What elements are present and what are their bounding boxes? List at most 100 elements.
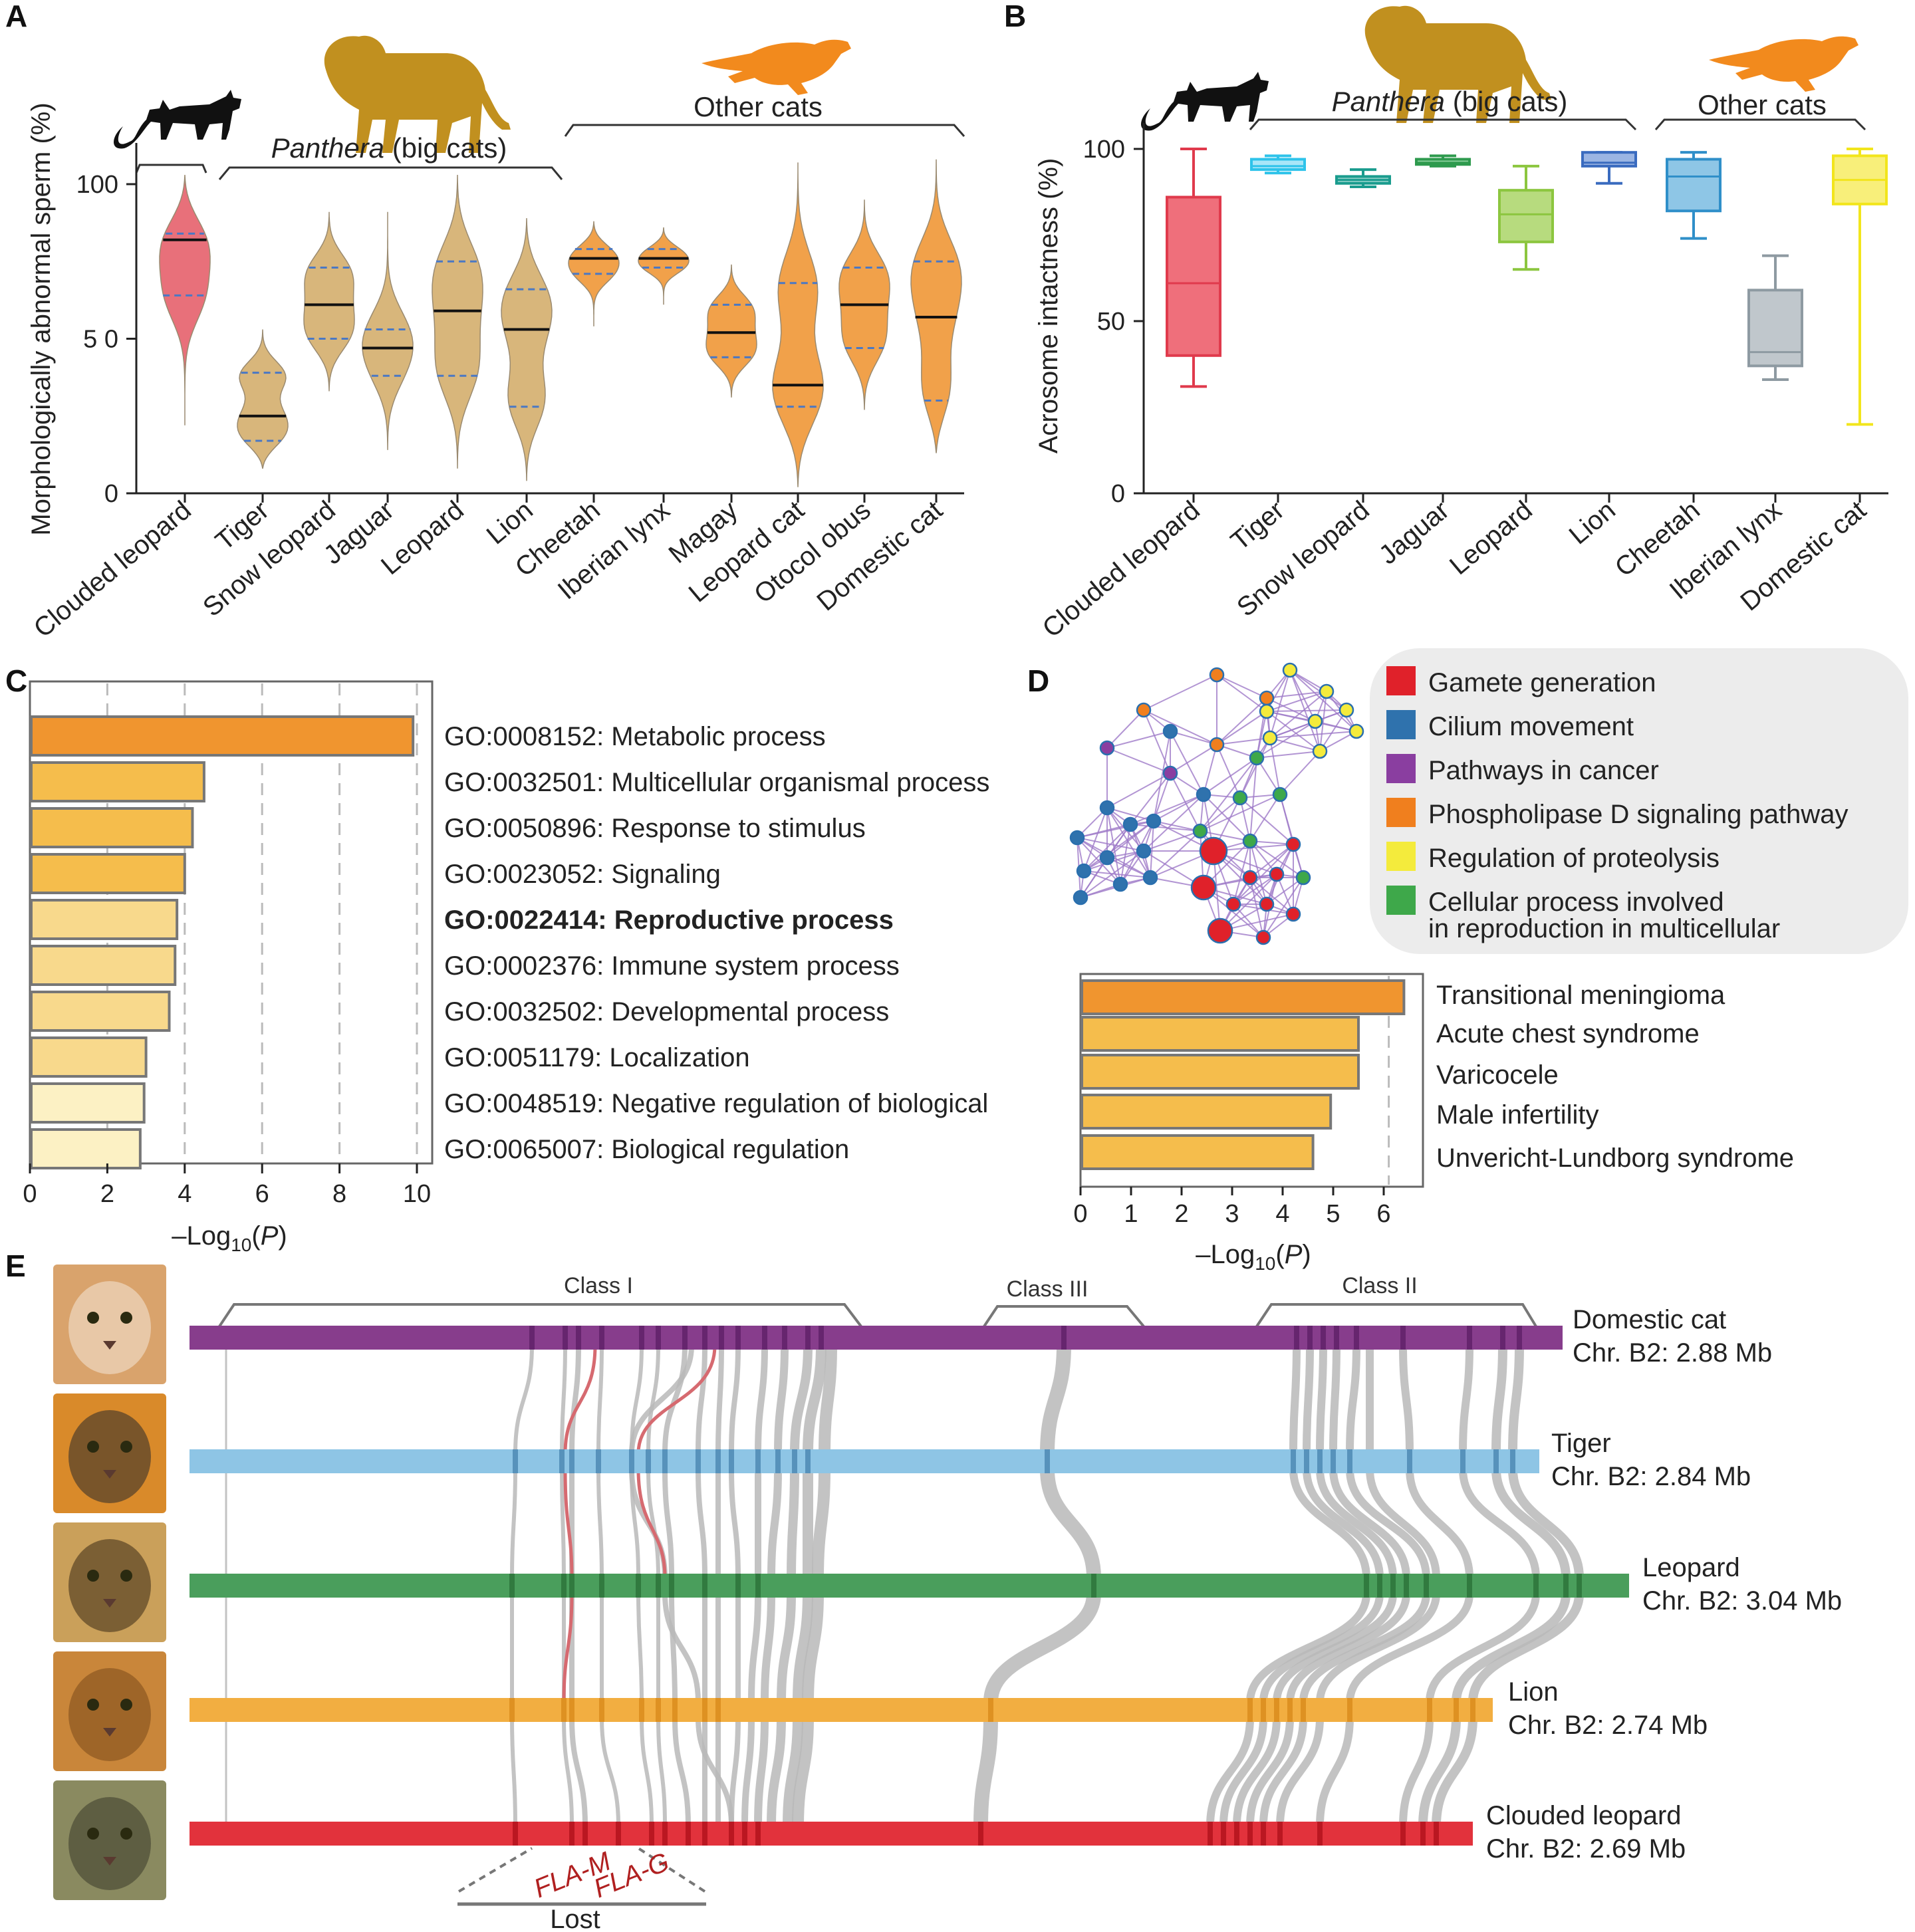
- network-node: [1073, 890, 1088, 906]
- gene-tick: [649, 1822, 654, 1846]
- gene-tick: [1390, 1574, 1396, 1598]
- x-tick-label-d: 3: [1225, 1200, 1239, 1228]
- network-node: [1099, 850, 1115, 866]
- violin-chart-a: Panthera (big cats) Other cats Morpholog…: [27, 35, 965, 644]
- network-edge: [1143, 674, 1217, 711]
- category-label-a: Lion: [481, 495, 539, 550]
- network-edge: [1319, 709, 1347, 752]
- network-and-bar-d: Gamete generation Cilium movement Pathways…: [1069, 648, 1908, 1274]
- network-edge: [1266, 691, 1327, 699]
- x-tick-label-d: 2: [1174, 1200, 1188, 1228]
- chromosome-size-label-1: Chr. B2: 2.84 Mb: [1551, 1462, 1751, 1491]
- species-label-2: Leopard: [1642, 1553, 1740, 1582]
- x-tick-label-d: 1: [1124, 1200, 1138, 1228]
- term-label-d: Acute chest syndrome: [1436, 1019, 1700, 1048]
- network-node: [1285, 836, 1301, 852]
- synteny-ribbon: [1276, 1346, 1440, 1826]
- violin-5: [501, 218, 553, 481]
- group-label-other-b: Other cats: [1698, 89, 1827, 120]
- gene-tick: [1331, 1449, 1336, 1473]
- gene-tick: [569, 1822, 574, 1846]
- chromosome-size-label-0: Chr. B2: 2.88 Mb: [1573, 1338, 1772, 1368]
- black-cat-silhouette-icon: [1141, 72, 1269, 131]
- bar-c-5: [30, 945, 177, 986]
- network-edge: [1203, 757, 1257, 795]
- gene-tick: [755, 1449, 761, 1473]
- label-class-ii: Class II: [1342, 1273, 1417, 1298]
- gene-tick: [1294, 1326, 1299, 1350]
- network-edge: [1249, 840, 1304, 878]
- category-label-b: Lion: [1564, 495, 1621, 550]
- gene-tick: [1301, 1698, 1306, 1722]
- gene-tick: [656, 1698, 661, 1722]
- network-edge: [1319, 691, 1327, 752]
- gene-tick: [639, 1326, 644, 1350]
- gene-tick: [509, 1698, 515, 1722]
- photo-eye-right: [120, 1570, 132, 1582]
- network-edge: [1106, 709, 1144, 749]
- gene-tick: [792, 1449, 797, 1473]
- chromosome-bar-1: [190, 1449, 1539, 1473]
- gene-tick: [559, 1449, 565, 1473]
- legend-swatch-0: [1386, 666, 1416, 695]
- network-edge: [1153, 794, 1204, 822]
- network-edge: [1083, 870, 1151, 878]
- violin-7: [638, 227, 690, 305]
- term-label-c: GO:0051179: Localization: [444, 1043, 750, 1072]
- photo-eye-right: [120, 1699, 132, 1711]
- network-node: [1319, 683, 1335, 699]
- bracket-other-a: [564, 124, 965, 137]
- gene-tick: [1274, 1698, 1279, 1722]
- network-node: [1209, 667, 1225, 683]
- legend-swatch-2: [1386, 754, 1416, 783]
- network-edge: [1200, 797, 1241, 832]
- species-label-0: Domestic cat: [1573, 1305, 1726, 1334]
- violin-0: [159, 174, 211, 425]
- gene-tick: [755, 1574, 761, 1598]
- network-edge: [1153, 820, 1201, 832]
- panel-letter-b: B: [1004, 0, 1026, 33]
- gene-tick: [1424, 1574, 1429, 1598]
- lost-region-right-edge: [637, 1847, 706, 1893]
- network-edge: [1106, 731, 1171, 749]
- chromosome-size-label-3: Chr. B2: 2.74 Mb: [1508, 1711, 1708, 1740]
- gene-tick: [1577, 1574, 1582, 1598]
- network-node: [1249, 750, 1265, 766]
- gene-tick: [656, 1574, 661, 1598]
- network-edge: [1266, 691, 1327, 712]
- gene-tick: [1247, 1822, 1253, 1846]
- gene-tick: [1208, 1822, 1213, 1846]
- photo-nose: [103, 1728, 116, 1737]
- term-label-c: GO:0065007: Biological regulation: [444, 1135, 849, 1164]
- photo-eye-left: [87, 1828, 99, 1840]
- gene-tick: [636, 1574, 641, 1598]
- gene-tick: [686, 1822, 691, 1846]
- gene-tick: [1377, 1574, 1382, 1598]
- gene-tick: [639, 1698, 644, 1722]
- box-4: [1498, 189, 1554, 243]
- chromosome-bar-0: [190, 1326, 1563, 1350]
- gene-tick: [1533, 1574, 1539, 1598]
- network-node: [1122, 816, 1138, 832]
- network-edge: [1130, 824, 1201, 832]
- photo-face: [68, 1281, 151, 1374]
- network-edge: [1233, 844, 1294, 905]
- gene-tick: [662, 1449, 668, 1473]
- network-node: [1076, 863, 1092, 879]
- bracket-panthera-a: [218, 166, 563, 180]
- bar-c-3: [30, 853, 186, 894]
- gene-tick: [561, 1574, 567, 1598]
- legend-swatch-3: [1386, 798, 1416, 827]
- network-edge: [1266, 709, 1347, 712]
- gene-tick: [1307, 1326, 1313, 1350]
- network-node: [1259, 690, 1275, 706]
- photo-eye-left: [87, 1441, 99, 1453]
- category-label-b: Jaguar: [1374, 495, 1455, 570]
- term-label-d: Unvericht-Lundborg syndrome: [1436, 1144, 1794, 1173]
- term-label-c: GO:0002376: Immune system process: [444, 951, 900, 981]
- gene-tick: [1467, 1326, 1472, 1350]
- cheetah-silhouette-icon: [1709, 36, 1858, 92]
- x-tick-label-d: 4: [1275, 1200, 1289, 1228]
- network-node: [1232, 790, 1248, 806]
